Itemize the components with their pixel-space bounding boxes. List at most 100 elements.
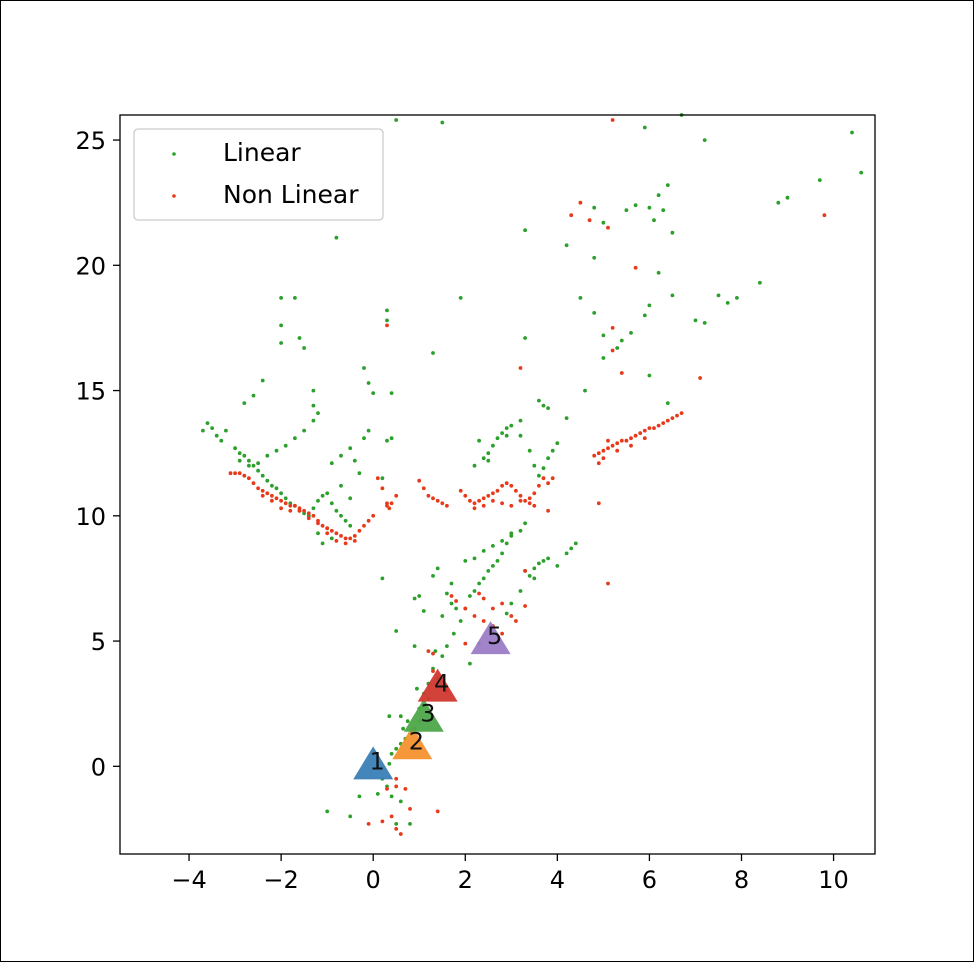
point-non-linear-127: [385, 503, 389, 508]
point-non-linear-11: [279, 498, 283, 503]
legend-label-linear: Linear: [223, 138, 301, 167]
point-non-linear-109: [642, 436, 647, 441]
point-linear-182: [237, 458, 242, 463]
point-non-linear-111: [606, 581, 610, 586]
point-non-linear-124: [822, 213, 827, 218]
point-non-linear-16: [302, 508, 306, 513]
point-non-linear-55: [445, 503, 449, 508]
point-non-linear-49: [417, 478, 422, 483]
point-linear-48: [463, 559, 468, 563]
point-non-linear-126: [385, 323, 389, 328]
y-tick-label-1: 5: [91, 628, 106, 656]
point-non-linear-27: [352, 534, 357, 538]
point-non-linear-33: [270, 498, 274, 503]
point-non-linear-51: [426, 493, 431, 498]
y-tick-label-2: 10: [75, 503, 106, 531]
x-tick-label-1: −2: [263, 866, 298, 894]
point-linear-118: [592, 255, 597, 260]
point-linear-70: [569, 546, 574, 551]
point-linear-85: [491, 443, 495, 448]
point-linear-224: [385, 308, 389, 313]
legend-marker-non-linear: [172, 194, 176, 198]
point-linear-227: [334, 235, 339, 240]
point-non-linear-104: [606, 438, 610, 443]
point-linear-45: [509, 534, 514, 538]
point-linear-112: [702, 321, 707, 325]
point-linear-135: [850, 130, 854, 135]
point-linear-18: [401, 726, 405, 731]
point-non-linear-95: [642, 428, 647, 433]
point-non-linear-140: [481, 619, 486, 623]
point-linear-7: [348, 814, 353, 819]
point-non-linear-71: [527, 496, 532, 501]
point-linear-31: [451, 631, 456, 636]
point-linear-47: [523, 521, 527, 526]
point-linear-25: [415, 686, 419, 691]
point-non-linear-42: [352, 539, 357, 543]
point-linear-89: [509, 423, 514, 428]
point-non-linear-3: [242, 473, 247, 478]
point-linear-119: [656, 270, 661, 275]
point-linear-61: [421, 609, 426, 613]
point-linear-115: [735, 296, 739, 300]
point-linear-200: [279, 296, 283, 300]
point-linear-67: [546, 556, 550, 561]
point-linear-117: [564, 243, 569, 248]
point-linear-189: [302, 428, 306, 433]
point-non-linear-18: [311, 513, 316, 518]
point-linear-124: [647, 205, 652, 210]
point-non-linear-64: [495, 488, 500, 493]
point-linear-219: [316, 531, 320, 536]
point-linear-1: [389, 794, 394, 799]
point-non-linear-153: [426, 649, 431, 653]
point-linear-222: [389, 436, 394, 441]
point-linear-46: [518, 528, 523, 533]
point-linear-177: [329, 501, 334, 506]
point-linear-207: [362, 366, 366, 370]
point-non-linear-128: [394, 776, 399, 781]
point-linear-83: [481, 456, 486, 461]
point-linear-51: [491, 544, 495, 548]
point-non-linear-36: [297, 508, 302, 513]
point-non-linear-114: [518, 366, 523, 370]
point-linear-221: [329, 536, 334, 541]
point-non-linear-84: [592, 453, 597, 458]
point-linear-156: [233, 446, 238, 451]
point-linear-38: [477, 581, 481, 586]
point-linear-173: [311, 506, 316, 511]
point-non-linear-44: [380, 486, 385, 491]
point-linear-33: [454, 606, 458, 611]
point-non-linear-73: [537, 483, 541, 488]
point-non-linear-102: [675, 413, 679, 418]
point-linear-76: [532, 576, 537, 581]
point-linear-212: [380, 476, 385, 481]
point-linear-162: [260, 473, 265, 478]
point-linear-204: [339, 453, 343, 458]
point-linear-2: [398, 799, 403, 804]
point-linear-77: [468, 661, 472, 666]
point-linear-210: [389, 391, 394, 395]
plot-area: [120, 115, 875, 854]
point-non-linear-91: [624, 438, 629, 443]
point-linear-104: [601, 333, 606, 338]
point-linear-127: [661, 208, 666, 213]
point-non-linear-13: [288, 503, 293, 508]
point-linear-151: [205, 421, 210, 425]
point-non-linear-25: [343, 536, 348, 541]
y-tick-label-4: 20: [75, 252, 106, 280]
x-tick-label-3: 2: [458, 866, 473, 894]
point-linear-74: [504, 611, 509, 616]
point-non-linear-149: [523, 569, 527, 573]
point-non-linear-52: [431, 496, 435, 501]
point-linear-196: [297, 336, 302, 340]
point-non-linear-65: [500, 483, 504, 488]
annotation-label-5: 5: [487, 622, 502, 650]
point-linear-211: [385, 438, 389, 443]
point-non-linear-157: [366, 822, 371, 826]
point-non-linear-100: [665, 418, 670, 423]
annotation-triangle-2: [392, 726, 433, 760]
point-non-linear-68: [514, 488, 518, 493]
point-linear-122: [624, 208, 629, 213]
point-linear-116: [758, 280, 762, 285]
